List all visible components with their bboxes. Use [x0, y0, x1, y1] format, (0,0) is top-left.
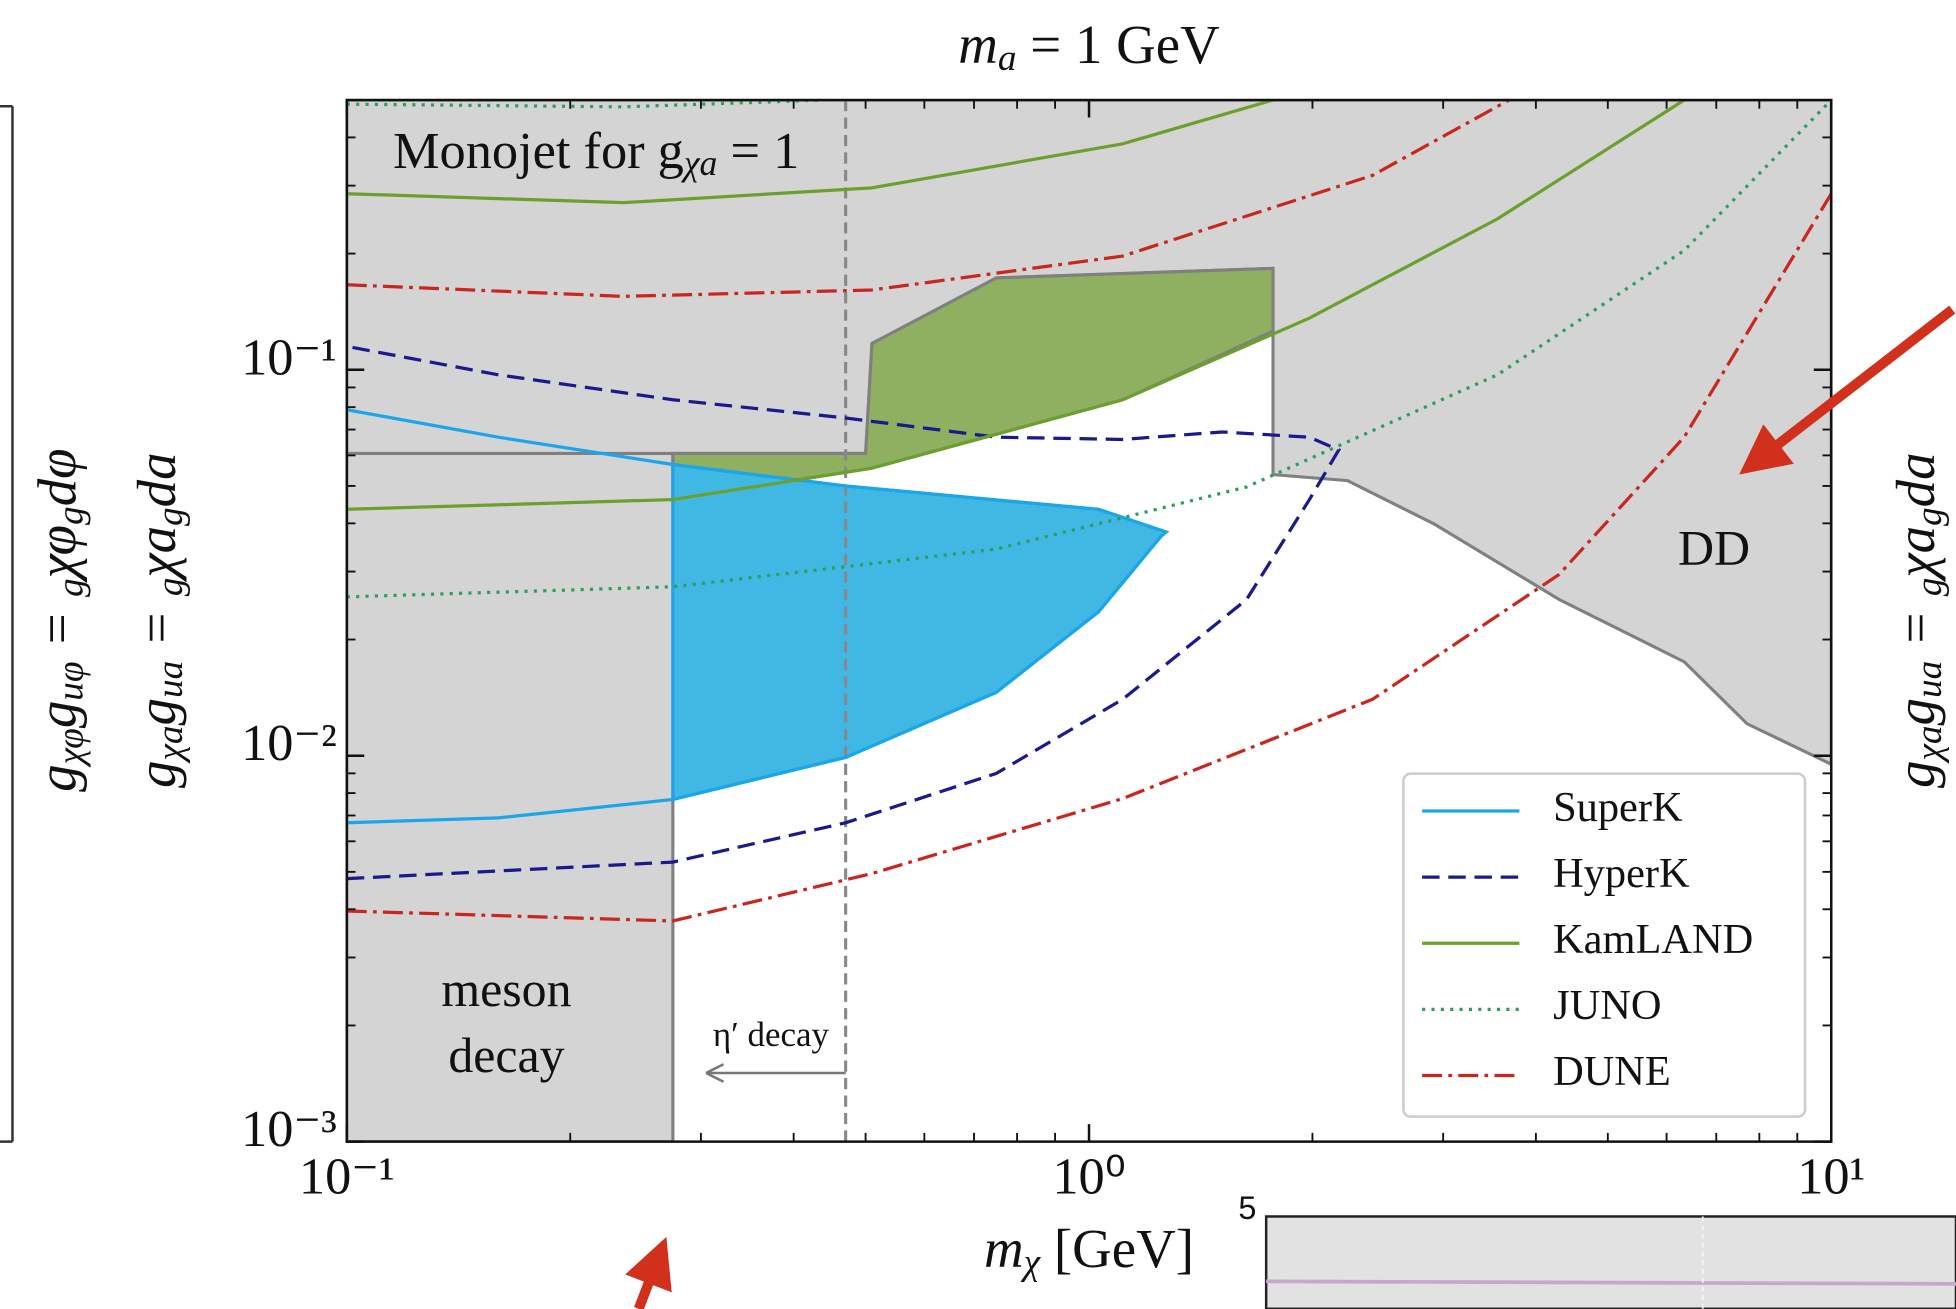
series-line	[346, 100, 1686, 511]
left-panel-label-part: g	[26, 701, 87, 728]
y-axis-label-subscript: g	[150, 578, 191, 597]
series-line	[346, 100, 1832, 923]
inset-panel	[1264, 1215, 1956, 1309]
left-panel-label-part: χφ	[26, 525, 87, 583]
legend-label: KamLAND	[1553, 916, 1753, 963]
right-panel-label-part: χa	[1885, 526, 1946, 583]
x-axis-label-subscript: χ	[1021, 1242, 1042, 1283]
x-tick-label: 10¹	[1797, 1148, 1865, 1206]
y-axis-label-subscript: g	[150, 507, 191, 526]
annotation-part: = 1	[717, 122, 799, 180]
x-axis-label-part: [GeV]	[1040, 1217, 1194, 1278]
left-panel-label-subscript: uφ	[50, 661, 91, 700]
x-tick-label: 10⁻¹	[299, 1148, 395, 1206]
right-panel-label-part: da	[1885, 452, 1946, 507]
chart-title-subscript: a	[998, 38, 1017, 79]
annotation-arrowhead	[705, 1063, 725, 1083]
annotation: η′ decay	[713, 1015, 830, 1054]
right-panel-label-subscript: χa	[1909, 725, 1950, 763]
legend-label: DUNE	[1553, 1048, 1671, 1095]
y-tick-label: 10⁻³	[241, 1100, 337, 1158]
right-panel-label-subscript: g	[1909, 578, 1950, 597]
x-axis-label-part: m	[984, 1217, 1024, 1278]
plot-area	[346, 100, 1832, 1142]
y-axis-label: gχagua = gχagda	[126, 452, 191, 788]
red-arrow	[1739, 305, 1956, 475]
inset-tick-label: 5	[1238, 1190, 1256, 1226]
series-line	[346, 408, 1170, 825]
y-tick-label: 10⁻¹	[241, 328, 337, 386]
y-axis-label-part: =	[126, 596, 187, 660]
annotation: decay	[448, 1028, 564, 1083]
inset-line	[1266, 1279, 1956, 1286]
left-panel-label-part: g	[26, 764, 87, 791]
x-axis-label: mχ [GeV]	[984, 1217, 1194, 1282]
left-panel-label-part: =	[26, 597, 87, 661]
right-panel-label: gχagua = gχagda	[1885, 452, 1950, 788]
x-tick-label: 10⁰	[1052, 1148, 1125, 1206]
annotation: Monojet for gχa = 1	[393, 122, 799, 183]
annotation: meson	[441, 962, 571, 1017]
y-tick-label: 10⁻²	[241, 714, 337, 772]
red-arrow	[625, 1236, 672, 1309]
series-line	[346, 100, 1832, 599]
right-panel-label-part: =	[1885, 596, 1946, 660]
y-axis-label-part: g	[126, 698, 187, 725]
y-axis-label-subscript: ua	[150, 661, 191, 698]
legend-label: JUNO	[1553, 982, 1661, 1029]
right-panel-label-part: g	[1885, 761, 1946, 788]
legend-label: SuperK	[1553, 784, 1683, 831]
left-panel-label: gχφguφ = gχφgdφ	[26, 448, 91, 791]
left-panel-label-subscript: χφ	[50, 728, 91, 767]
chart-title-part: m	[958, 14, 998, 75]
left-panel-label-subscript: g	[50, 506, 91, 525]
legend-box	[1402, 772, 1807, 1118]
right-panel-label-subscript: ua	[1909, 661, 1950, 698]
left-panel-label-subscript: g	[50, 578, 91, 597]
legend-label: HyperK	[1553, 850, 1690, 897]
series-line	[346, 344, 1342, 881]
annotation-subscript: χa	[681, 143, 717, 183]
y-axis-label-part: da	[126, 452, 187, 507]
chart-title-part: = 1 GeV	[1017, 14, 1221, 75]
annotation-part: Monojet for g	[393, 122, 684, 180]
y-axis-label-part: χa	[126, 526, 187, 583]
excluded-region	[671, 462, 1170, 802]
y-axis-label-part: g	[126, 761, 187, 788]
left-panel-label-part: dφ	[26, 448, 87, 506]
right-panel-label-part: g	[1885, 698, 1946, 725]
right-panel-label-subscript: g	[1909, 507, 1950, 526]
chart-title: ma = 1 GeV	[958, 14, 1220, 79]
y-axis-label-subscript: χa	[150, 725, 191, 763]
annotation: DD	[1678, 520, 1750, 575]
